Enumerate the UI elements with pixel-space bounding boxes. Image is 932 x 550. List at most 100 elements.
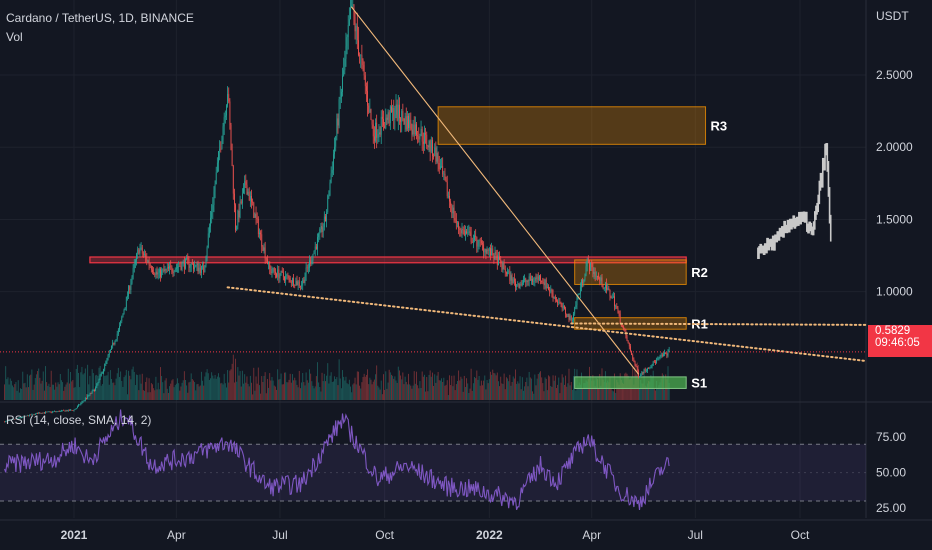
volume-bar	[212, 375, 214, 400]
candle-body	[416, 124, 417, 136]
candle-body	[477, 246, 479, 247]
volume-bar	[152, 384, 153, 400]
candle-body	[327, 195, 329, 213]
candle-body	[230, 124, 232, 151]
volume-bar	[7, 377, 9, 400]
volume-bar	[504, 389, 506, 400]
volume-bar	[585, 380, 587, 400]
candle-body	[478, 240, 480, 247]
volume-bar	[181, 382, 183, 400]
volume-bar	[136, 374, 138, 400]
trend-line	[226, 286, 867, 362]
candle-body	[340, 91, 342, 98]
candle-body	[430, 139, 432, 152]
candle-body	[537, 276, 539, 280]
volume-bar	[109, 370, 111, 400]
volume-bar	[551, 386, 553, 400]
candle-body	[124, 307, 126, 311]
candle-body	[394, 114, 396, 120]
candle-body	[6, 420, 8, 422]
candle-body	[83, 400, 85, 402]
volume-bar	[368, 384, 370, 400]
candle-body	[595, 276, 597, 277]
volume-bar	[126, 394, 128, 400]
zone-label: S1	[691, 376, 707, 391]
volume-bar	[114, 385, 116, 400]
volume-bar	[255, 376, 257, 400]
volume-bar	[132, 366, 134, 400]
candle-body	[560, 302, 562, 304]
candle-body	[627, 341, 629, 344]
candle-body	[544, 279, 546, 286]
volume-bar	[345, 376, 347, 400]
candle-body	[115, 339, 117, 342]
volume-bar	[119, 377, 120, 400]
volume-bar	[517, 381, 519, 400]
volume-bar	[463, 375, 465, 400]
candle-body	[472, 239, 474, 243]
candle-body	[137, 249, 139, 254]
volume-bar	[647, 383, 648, 400]
candle-body	[338, 99, 340, 126]
volume-bar	[386, 388, 388, 400]
candle-body	[56, 411, 58, 413]
volume-bar	[513, 378, 515, 400]
candle-body	[84, 398, 86, 401]
candle-body	[471, 241, 473, 243]
candle-body	[156, 271, 158, 275]
volume-bar	[554, 375, 556, 400]
volume-bar	[541, 377, 543, 400]
candle-body	[251, 196, 252, 202]
candle-body	[65, 410, 67, 412]
volume-bar	[221, 382, 223, 400]
candle-body	[389, 106, 391, 124]
volume-bar	[608, 382, 610, 400]
volume-bar	[219, 377, 221, 400]
candle-body	[112, 342, 114, 346]
time-tick-label: Jul	[688, 528, 703, 542]
volume-bar	[37, 371, 39, 400]
candle-body	[201, 265, 202, 273]
candle-body	[158, 268, 160, 273]
candle-body	[611, 296, 613, 299]
volume-bar	[278, 379, 280, 400]
volume-bar	[253, 367, 255, 400]
volume-bar	[439, 380, 441, 400]
volume-bar	[527, 386, 529, 400]
candle-body	[292, 278, 293, 283]
volume-bar	[199, 385, 201, 400]
volume-bar	[172, 379, 174, 400]
volume-bar	[233, 382, 235, 400]
candle-body	[245, 181, 247, 185]
volume-bar	[108, 384, 110, 400]
volume-bar	[282, 384, 284, 400]
candle-body	[630, 346, 631, 351]
volume-bar	[320, 391, 322, 400]
volume-bar	[55, 382, 57, 400]
candle-body	[484, 248, 486, 253]
candle-body	[493, 255, 495, 260]
candle-body	[278, 269, 280, 279]
volume-bar	[46, 382, 48, 400]
candle-body	[508, 271, 510, 273]
volume-bar	[18, 392, 20, 400]
candle-body	[587, 259, 589, 262]
candle-body	[41, 413, 43, 414]
volume-bar	[557, 384, 559, 400]
volume-bar	[505, 377, 507, 400]
volume-bar	[425, 391, 427, 400]
volume-bar	[259, 385, 260, 400]
candle-body	[260, 232, 261, 235]
volume-bar	[4, 384, 6, 400]
candle-body	[23, 416, 25, 418]
volume-bar	[371, 384, 373, 400]
candle-body	[526, 280, 528, 283]
candle-body	[600, 277, 602, 281]
volume-bar	[427, 391, 429, 400]
candle-body	[129, 286, 131, 290]
candle-body	[511, 275, 513, 284]
volume-bar	[644, 385, 646, 400]
candle-body	[231, 150, 233, 166]
candle-body	[584, 274, 586, 280]
